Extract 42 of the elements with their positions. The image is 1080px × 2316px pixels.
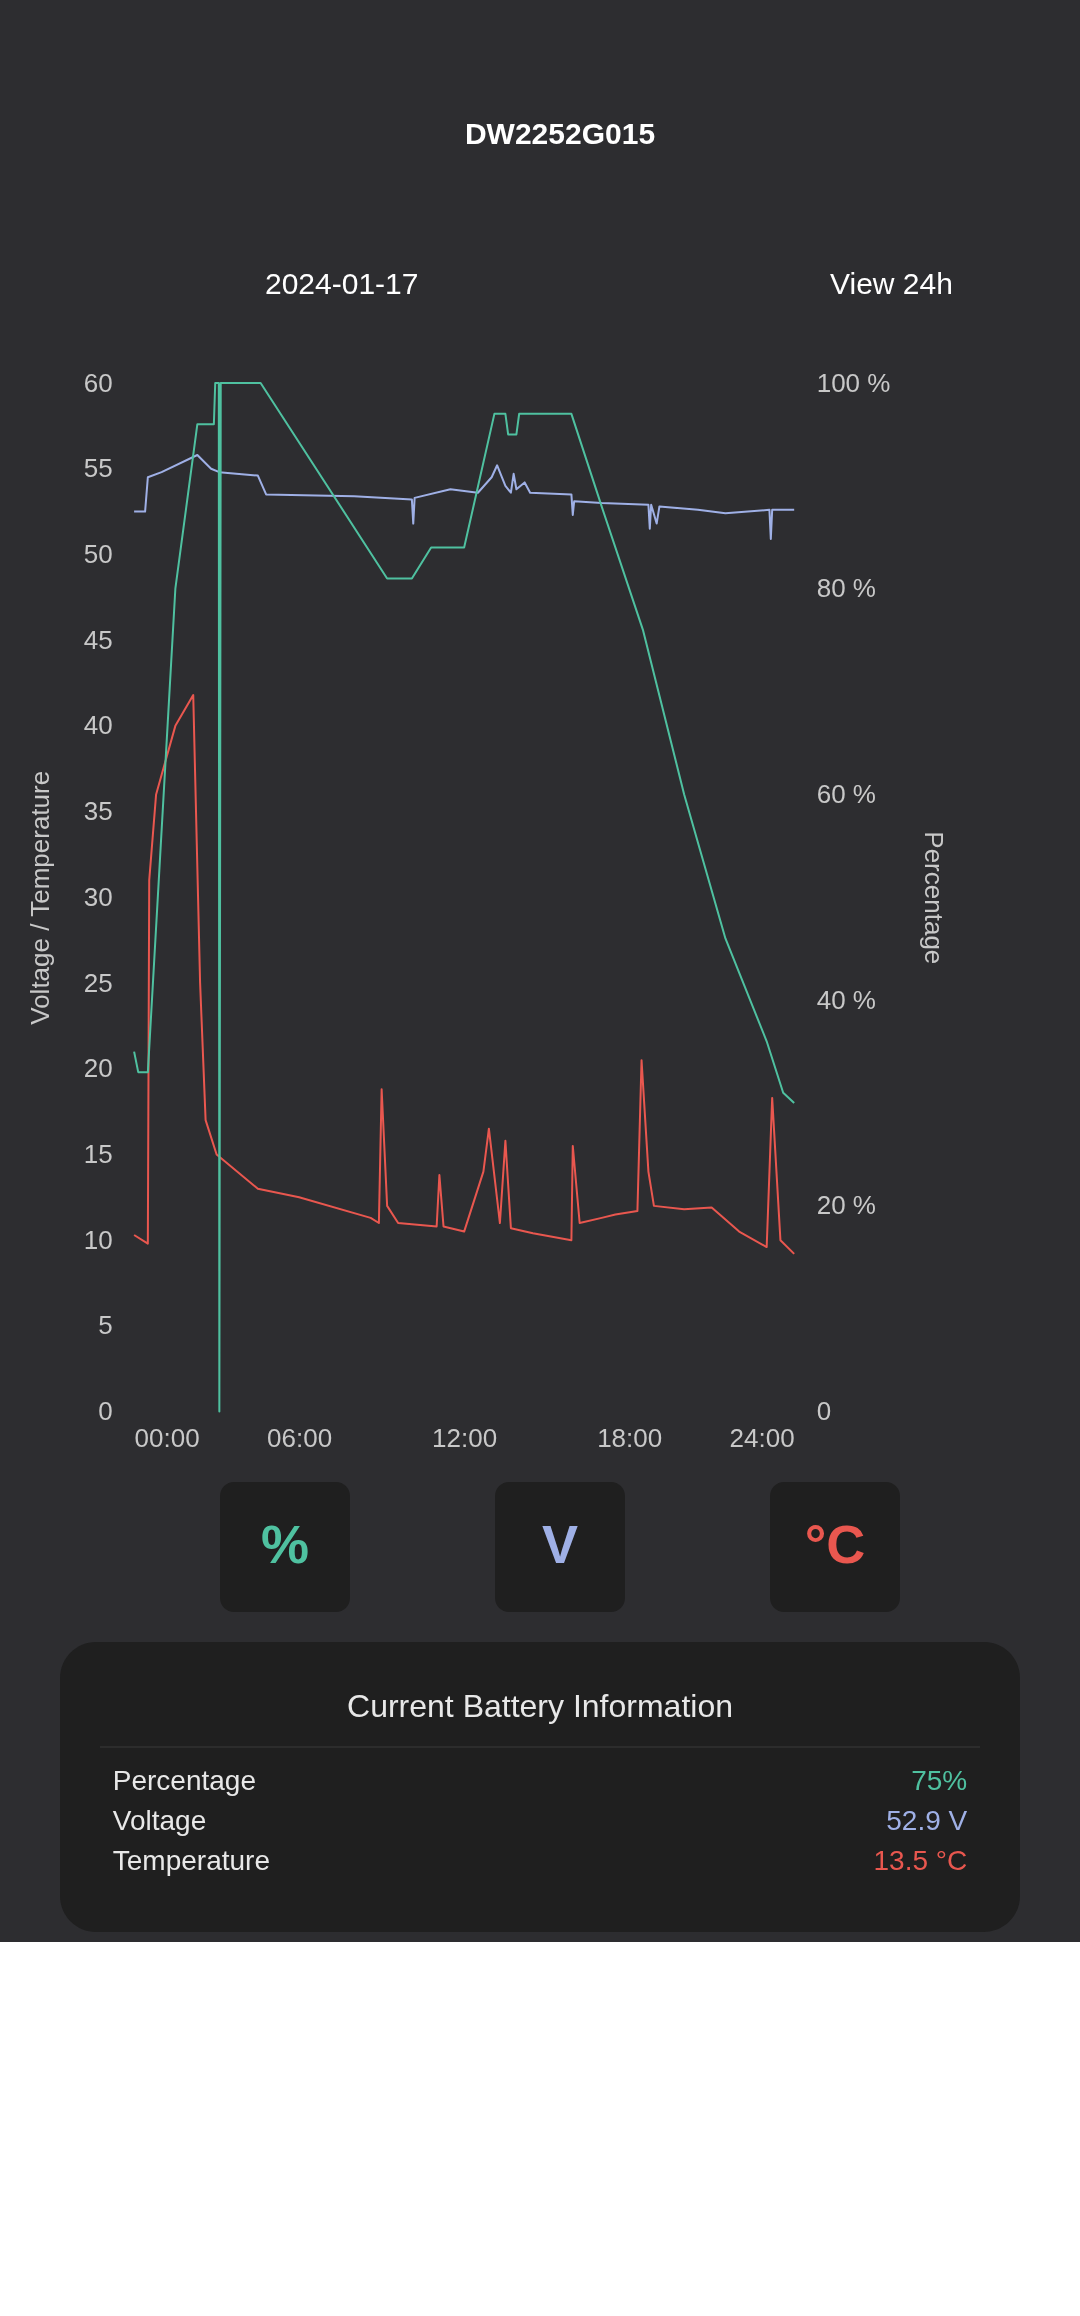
y-tick-label: 25 bbox=[83, 967, 113, 998]
x-tick-label: 24:00 bbox=[729, 1423, 795, 1454]
text: °C bbox=[804, 1514, 866, 1574]
y-tick-label: 10 bbox=[83, 1224, 113, 1255]
y-tick-label: 55 bbox=[83, 453, 113, 484]
y-tick-label: 20 bbox=[83, 1053, 113, 1084]
text: 13.5 °C bbox=[873, 1845, 968, 1876]
text: Percentage bbox=[112, 1765, 257, 1796]
text: V bbox=[541, 1514, 579, 1574]
y-tick-label: 35 bbox=[83, 796, 113, 827]
x-tick-label: 18:00 bbox=[597, 1423, 663, 1454]
y-tick-label: 5 bbox=[98, 1310, 113, 1341]
y2-tick-label: 100 % bbox=[816, 367, 891, 398]
text: Temperature bbox=[112, 1845, 270, 1876]
chart-subtitle: 2024-01-17 bbox=[265, 267, 419, 300]
x-tick-label: 00:00 bbox=[134, 1423, 200, 1454]
y2-tick-label: 60 % bbox=[816, 778, 876, 809]
text: Current Battery Information bbox=[347, 1688, 733, 1724]
y-tick-label: 40 bbox=[83, 710, 113, 741]
text: Voltage bbox=[112, 1805, 207, 1836]
y-tick-label: 50 bbox=[83, 538, 113, 569]
text: 75% bbox=[911, 1765, 968, 1796]
line-series bbox=[133, 694, 796, 1255]
y-tick-label: 45 bbox=[83, 624, 113, 655]
text: % bbox=[260, 1514, 310, 1574]
y-tick-label: 15 bbox=[83, 1138, 113, 1169]
y-tick-label: 60 bbox=[83, 367, 113, 398]
y2-tick-label: 0 bbox=[816, 1396, 832, 1427]
y-tick-label: 30 bbox=[83, 881, 113, 912]
y-tick-label: 0 bbox=[98, 1396, 113, 1427]
text: 52.9 V bbox=[886, 1805, 968, 1836]
x-tick-label: 12:00 bbox=[432, 1423, 498, 1454]
y2-tick-label: 80 % bbox=[816, 573, 876, 604]
y-axis-title: Voltage / Temperature bbox=[24, 770, 55, 1025]
line-series bbox=[133, 382, 796, 1413]
y2-tick-label: 20 % bbox=[816, 1190, 876, 1221]
text: View 24h bbox=[830, 267, 953, 300]
y2-tick-label: 40 % bbox=[816, 984, 876, 1015]
chart-title: DW2252G015 bbox=[464, 117, 656, 150]
x-tick-label: 06:00 bbox=[267, 1423, 333, 1454]
y2-axis-title: Percentage bbox=[919, 831, 950, 965]
line-series bbox=[133, 454, 796, 540]
